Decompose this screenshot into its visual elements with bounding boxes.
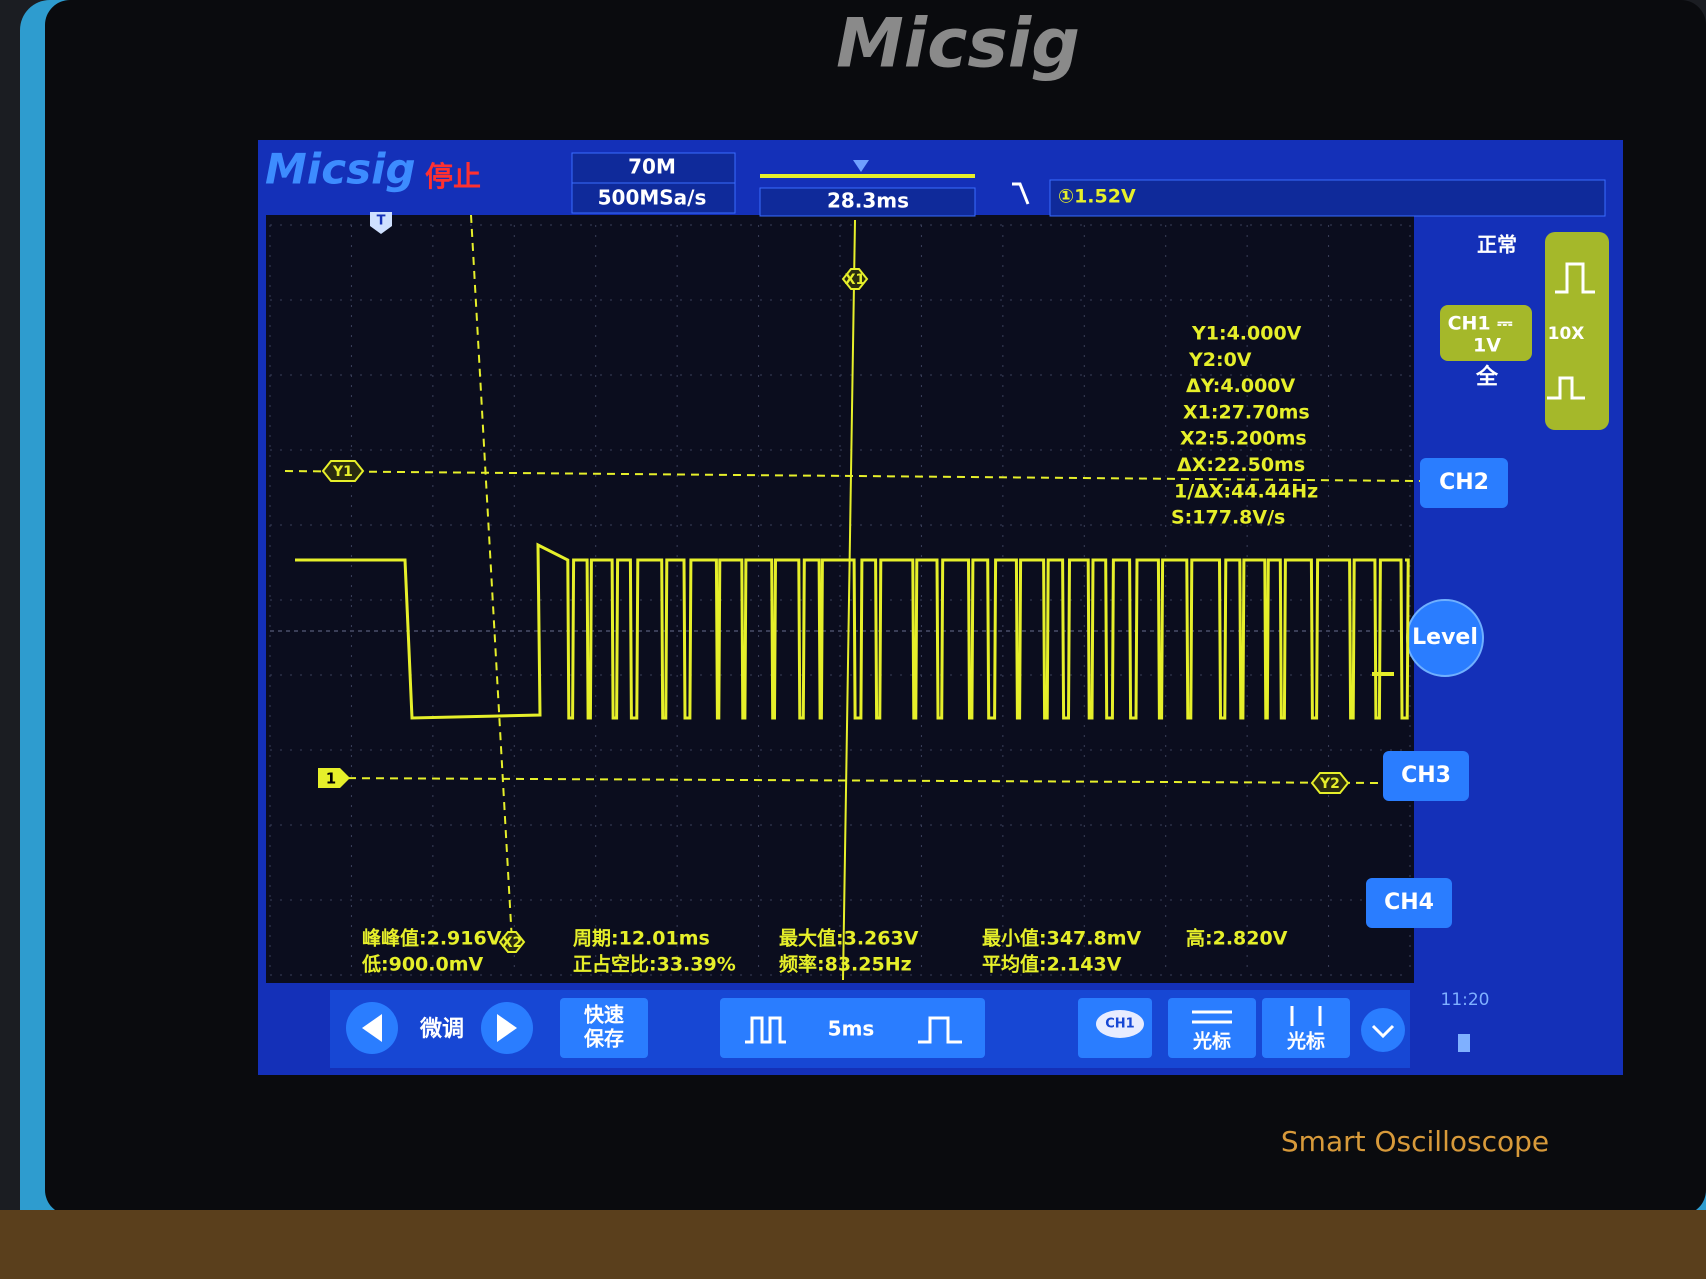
cursor-readout-line: X1:27.70ms	[1183, 401, 1310, 423]
side-buttons: CH2 Level CH3 CH4	[1366, 458, 1508, 928]
marker-ch1-badge	[318, 768, 350, 788]
cursor-x1	[842, 219, 856, 981]
zoom-out-icon	[918, 1016, 962, 1044]
trigger-pos-icon	[853, 160, 869, 172]
timebase: 5ms	[828, 1017, 875, 1041]
measurement: 频率:83.25Hz	[779, 953, 912, 976]
side-button-label: CH3	[1401, 763, 1451, 788]
ch1-button[interactable]	[1440, 305, 1532, 361]
channel-button[interactable]	[1420, 458, 1508, 508]
waveform-layer: X1 Y1 Y2 X2 1 T	[284, 212, 1421, 981]
marker-y2-label: Y2	[1319, 776, 1340, 792]
h-cursor-button[interactable]	[1168, 998, 1256, 1058]
probe-ratio: 10X	[1548, 324, 1585, 344]
trigger-level: ①1.52V	[1058, 186, 1136, 208]
cursor-y1	[284, 470, 1421, 482]
ch1-chip	[1096, 1010, 1144, 1038]
clock: 11:20	[1441, 990, 1490, 1010]
marker-y2-badge	[1310, 772, 1350, 794]
pulse-icon	[1547, 376, 1585, 400]
marker-y1-badge	[321, 460, 365, 482]
cursor-readout-line: 1/ΔX:44.44Hz	[1174, 480, 1318, 502]
quick-save-line: 快速	[584, 1003, 624, 1027]
trigger-slope	[1012, 182, 1030, 205]
logo: Micsig	[265, 145, 416, 194]
v-cursor-button[interactable]	[1262, 998, 1350, 1058]
prev-arrow	[362, 1014, 382, 1042]
marker-trigger-badge	[370, 212, 392, 234]
cursor-readout-line: X2:5.200ms	[1180, 428, 1307, 450]
marker-x2-badge	[498, 931, 526, 953]
cursor-x2	[470, 214, 513, 943]
v-cursor-label: 光标	[1286, 1030, 1325, 1053]
channel-button[interactable]	[1383, 751, 1469, 801]
trigger-box[interactable]	[1049, 179, 1606, 217]
fine-tune: 微调	[419, 1016, 464, 1042]
marker-x2-label: X2	[502, 935, 523, 951]
marker-y1-label: Y1	[332, 464, 353, 480]
ch1-coupling: 全	[1475, 364, 1499, 390]
waveform	[295, 542, 1410, 720]
measurement: 高:2.820V	[1186, 927, 1288, 950]
measurement: 平均值:2.143V	[982, 953, 1122, 976]
run-status: 停止	[425, 160, 481, 193]
marker-x1-label: X1	[845, 272, 866, 288]
measurement: 最大值:3.263V	[779, 927, 919, 950]
cursor-readout-line: S:177.8V/s	[1171, 507, 1285, 529]
desk	[0, 1210, 1706, 1279]
channel-button[interactable]	[1366, 878, 1452, 928]
ch1-label: CH1 ⎓	[1448, 313, 1513, 335]
bezel-brand: Micsig	[836, 5, 1080, 84]
cursor-readout-line: ΔY:4.000V	[1186, 375, 1296, 397]
side-button-label: CH4	[1384, 890, 1434, 915]
edge-icon	[1555, 262, 1595, 294]
cursor-readout-line: ΔX:22.50ms	[1177, 454, 1305, 476]
measurement: 峰峰值:2.916V	[362, 927, 502, 950]
marker-trigger-label: T	[377, 214, 386, 229]
more-button[interactable]	[1361, 1008, 1405, 1052]
ch1-scale: 1V	[1473, 335, 1501, 357]
next-arrow	[497, 1014, 517, 1042]
marker-ch1-label: 1	[326, 770, 336, 788]
zoom-in-icon	[745, 1016, 786, 1044]
quick-save-line: 保存	[583, 1027, 624, 1051]
cursor-readout: Y1:4.000V Y2:0V ΔY:4.000V X1:27.70ms X2:5.20…	[1171, 323, 1318, 529]
arrow-level	[1372, 672, 1394, 676]
marker-x1-badge	[841, 268, 869, 290]
bezel-tagline: Smart Oscilloscope	[1281, 1125, 1549, 1158]
sample-rate: 500MSa/s	[598, 186, 707, 210]
bandwidth: 70M	[628, 155, 676, 179]
side-button-label: Level	[1412, 625, 1478, 650]
measurements: 峰峰值:2.916V 低:900.0mV 周期:12.01ms 正占空比:33.39%…	[361, 927, 1288, 976]
cursor-readout-line: Y2:0V	[1188, 349, 1252, 371]
ch1-toggle-label: CH1	[1105, 1017, 1134, 1032]
cursor-y2	[319, 777, 1381, 784]
more-chevron	[1371, 1024, 1395, 1039]
cursor-readout-line: Y1:4.000V	[1191, 323, 1302, 345]
timebase-position: 28.3ms	[827, 189, 909, 213]
h-cursor-label: 光标	[1192, 1030, 1231, 1053]
battery	[1458, 1034, 1470, 1052]
measurement: 低:900.0mV	[361, 953, 483, 976]
measurement: 周期:12.01ms	[573, 928, 710, 950]
timebase-box[interactable]	[759, 187, 976, 217]
side-button-label: CH2	[1439, 470, 1489, 495]
measurement: 正占空比:33.39%	[573, 953, 736, 976]
quick-save-button[interactable]	[560, 998, 648, 1058]
measurement: 最小值:347.8mV	[982, 927, 1141, 950]
trigger-mode: 正常	[1477, 233, 1517, 257]
